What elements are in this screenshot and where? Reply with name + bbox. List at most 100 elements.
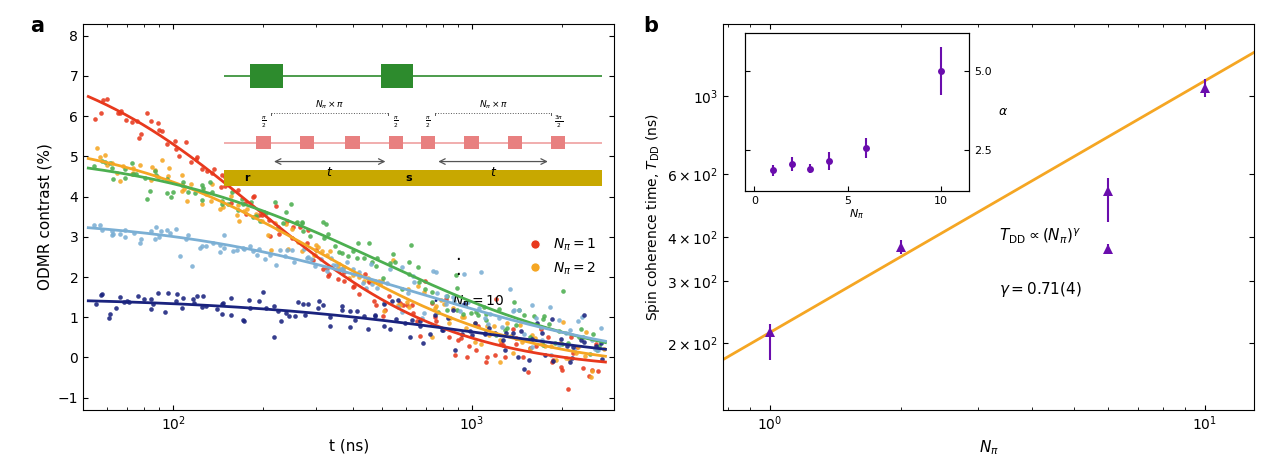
Point: [468, 311, 489, 319]
Point: [197, 167, 218, 175]
Point: [102, 164, 123, 171]
Point: [380, 259, 401, 267]
Bar: [465, 136, 479, 149]
Point: [124, 229, 145, 236]
Point: [282, 225, 302, 233]
Point: [214, 244, 234, 252]
Point: [271, 317, 292, 325]
Point: [115, 226, 136, 234]
Point: [343, 266, 364, 273]
Point: [465, 319, 485, 327]
Point: [320, 313, 340, 321]
Point: [261, 246, 282, 253]
Y-axis label: ODMR contrast (%): ODMR contrast (%): [37, 143, 52, 290]
Point: [285, 219, 306, 227]
Bar: [389, 136, 403, 149]
Point: [424, 305, 444, 312]
Point: [443, 304, 463, 312]
Point: [397, 301, 417, 309]
Point: [552, 340, 572, 348]
Point: [436, 292, 457, 300]
Point: [90, 221, 110, 228]
Point: [594, 345, 614, 352]
Point: [145, 166, 165, 174]
Point: [347, 254, 367, 261]
Point: [460, 327, 480, 334]
Point: [589, 342, 609, 350]
Point: [152, 156, 173, 163]
Point: [535, 351, 556, 359]
Point: [454, 271, 475, 278]
Point: [527, 320, 548, 327]
Point: [211, 183, 232, 190]
Point: [159, 165, 179, 172]
Point: [525, 334, 545, 341]
Point: [588, 346, 608, 354]
Point: [243, 193, 264, 200]
Point: [506, 334, 526, 341]
Point: [248, 298, 269, 305]
Point: [292, 218, 312, 225]
Point: [549, 340, 570, 347]
Point: [202, 239, 223, 246]
Point: [531, 325, 552, 333]
Point: [376, 279, 397, 287]
Point: [243, 247, 264, 255]
Point: [141, 295, 161, 303]
Point: [288, 239, 308, 246]
Point: [381, 297, 402, 305]
Point: [436, 292, 457, 300]
Text: a: a: [31, 16, 44, 36]
Point: [287, 299, 307, 306]
Point: [221, 294, 242, 301]
Point: [257, 231, 278, 238]
Point: [166, 225, 187, 233]
Point: [493, 341, 513, 349]
Point: [466, 346, 486, 354]
Point: [521, 301, 541, 309]
Point: [96, 95, 116, 103]
Point: [435, 300, 456, 308]
Point: [166, 145, 187, 153]
Text: $\gamma = 0.71(4)$: $\gamma = 0.71(4)$: [1000, 280, 1082, 299]
Point: [433, 326, 453, 333]
Point: [101, 159, 122, 167]
Point: [451, 334, 471, 341]
Point: [398, 303, 419, 311]
Point: [439, 333, 460, 341]
Point: [489, 305, 509, 313]
Point: [477, 320, 498, 328]
Point: [572, 314, 593, 321]
Point: [196, 302, 216, 309]
Point: [503, 349, 524, 357]
Point: [497, 319, 517, 327]
Point: [522, 335, 543, 342]
Point: [244, 192, 265, 200]
Point: [145, 235, 165, 243]
Bar: [387, 171, 431, 186]
Point: [110, 109, 131, 117]
Point: [579, 372, 599, 379]
Point: [438, 315, 458, 322]
Point: [465, 338, 485, 346]
Point: [392, 285, 412, 293]
Point: [265, 202, 285, 210]
Point: [125, 170, 146, 178]
Point: [526, 342, 547, 350]
Point: [104, 230, 124, 237]
Point: [83, 162, 104, 170]
Text: $\frac{3\pi}{2}$: $\frac{3\pi}{2}$: [553, 114, 563, 130]
Point: [581, 336, 602, 343]
Point: [308, 297, 329, 304]
Point: [549, 327, 570, 335]
Point: [397, 298, 417, 306]
Point: [520, 344, 540, 352]
Point: [172, 171, 192, 179]
Point: [265, 219, 285, 227]
Point: [425, 311, 445, 319]
Point: [559, 326, 580, 334]
Point: [256, 304, 276, 312]
Point: [297, 239, 317, 246]
Point: [479, 332, 499, 339]
Point: [543, 358, 563, 366]
